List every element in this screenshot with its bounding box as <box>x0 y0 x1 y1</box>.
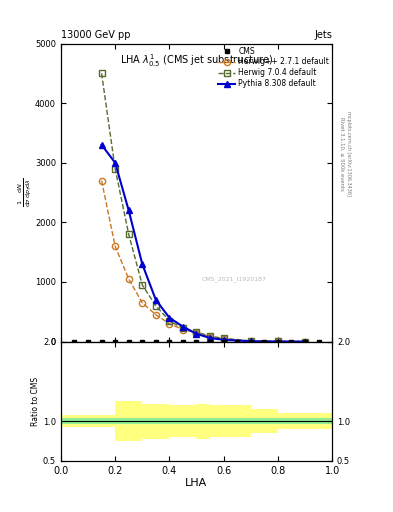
Y-axis label: $\frac{1}{\mathrm{d}\sigma}\frac{\mathrm{d}N}{\mathrm{d}p_T\mathrm{d}\lambda}$: $\frac{1}{\mathrm{d}\sigma}\frac{\mathrm… <box>16 178 33 207</box>
Legend: CMS, Herwig++ 2.7.1 default, Herwig 7.0.4 default, Pythia 8.308 default: CMS, Herwig++ 2.7.1 default, Herwig 7.0.… <box>217 45 331 90</box>
Herwig 7.0.4 default <box>221 335 226 342</box>
Herwig 7.0.4 default <box>181 326 185 332</box>
Pythia 8.308 default <box>275 338 280 345</box>
Pythia 8.308 default <box>113 160 118 166</box>
Herwig++ 2.7.1 default <box>303 338 307 345</box>
Herwig++ 2.7.1 default <box>221 336 226 342</box>
Herwig 7.0.4 default <box>194 329 199 335</box>
Line: Herwig 7.0.4 default: Herwig 7.0.4 default <box>99 70 308 345</box>
CMS <box>235 338 239 345</box>
Herwig 7.0.4 default <box>167 317 172 324</box>
CMS <box>221 338 226 345</box>
Herwig 7.0.4 default <box>248 338 253 344</box>
Herwig 7.0.4 default <box>99 70 104 76</box>
Text: Rivet 3.1.10, ≥ 500k events: Rivet 3.1.10, ≥ 500k events <box>339 117 344 190</box>
Herwig 7.0.4 default <box>303 338 307 345</box>
CMS <box>167 338 172 345</box>
CMS <box>113 338 118 345</box>
Herwig 7.0.4 default <box>140 282 145 288</box>
Herwig 7.0.4 default <box>126 231 131 238</box>
CMS <box>140 338 145 345</box>
Line: CMS: CMS <box>72 339 321 344</box>
Herwig++ 2.7.1 default <box>113 243 118 249</box>
Herwig++ 2.7.1 default <box>208 334 212 340</box>
CMS <box>181 338 185 345</box>
Pythia 8.308 default <box>153 297 158 303</box>
CMS <box>316 338 321 345</box>
CMS <box>303 338 307 345</box>
Pythia 8.308 default <box>221 337 226 343</box>
Text: LHA $\lambda^1_{0.5}$ (CMS jet substructure): LHA $\lambda^1_{0.5}$ (CMS jet substruct… <box>120 52 273 69</box>
Herwig++ 2.7.1 default <box>194 330 199 336</box>
Herwig 7.0.4 default <box>113 165 118 172</box>
Text: 13000 GeV pp: 13000 GeV pp <box>61 30 130 40</box>
Herwig++ 2.7.1 default <box>275 338 280 345</box>
Pythia 8.308 default <box>181 324 185 330</box>
Herwig++ 2.7.1 default <box>181 327 185 333</box>
Text: Jets: Jets <box>314 30 332 40</box>
Pythia 8.308 default <box>140 261 145 267</box>
Herwig++ 2.7.1 default <box>167 321 172 327</box>
Line: Pythia 8.308 default: Pythia 8.308 default <box>99 142 308 345</box>
Herwig 7.0.4 default <box>208 333 212 339</box>
CMS <box>194 338 199 345</box>
Pythia 8.308 default <box>167 315 172 321</box>
Herwig++ 2.7.1 default <box>126 276 131 282</box>
Pythia 8.308 default <box>303 338 307 345</box>
Line: Herwig++ 2.7.1 default: Herwig++ 2.7.1 default <box>99 178 308 345</box>
Text: mcplots.cern.ch [arXiv:1306.3436]: mcplots.cern.ch [arXiv:1306.3436] <box>346 111 351 196</box>
Pythia 8.308 default <box>248 338 253 345</box>
Herwig 7.0.4 default <box>275 338 280 345</box>
CMS <box>72 338 77 345</box>
CMS <box>248 338 253 345</box>
Y-axis label: Ratio to CMS: Ratio to CMS <box>31 377 40 426</box>
Herwig++ 2.7.1 default <box>99 178 104 184</box>
CMS <box>275 338 280 345</box>
Herwig++ 2.7.1 default <box>248 338 253 344</box>
CMS <box>153 338 158 345</box>
CMS <box>289 338 294 345</box>
Herwig++ 2.7.1 default <box>140 300 145 306</box>
CMS <box>99 338 104 345</box>
Herwig++ 2.7.1 default <box>153 312 158 318</box>
Pythia 8.308 default <box>208 335 212 341</box>
CMS <box>86 338 90 345</box>
CMS <box>262 338 266 345</box>
CMS <box>208 338 212 345</box>
Pythia 8.308 default <box>194 331 199 337</box>
Text: CMS_2021_I1920187: CMS_2021_I1920187 <box>202 276 267 282</box>
Pythia 8.308 default <box>99 142 104 148</box>
CMS <box>126 338 131 345</box>
Herwig 7.0.4 default <box>153 303 158 309</box>
X-axis label: LHA: LHA <box>185 478 208 488</box>
Pythia 8.308 default <box>126 207 131 214</box>
